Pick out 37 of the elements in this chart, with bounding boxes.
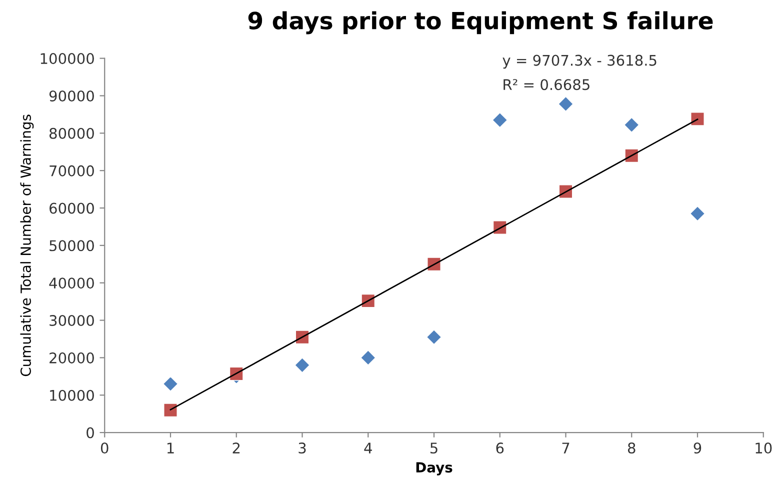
y-tick-label: 90000 <box>49 90 94 102</box>
y-axis-title: Cumulative Total Number of Warnings <box>20 114 34 376</box>
point <box>558 96 574 112</box>
point <box>624 117 640 133</box>
y-tick-label: 20000 <box>50 352 94 364</box>
chart-title: 9 days prior to Equipment S failure <box>248 11 713 34</box>
y-tick-label: 100000 <box>40 53 94 64</box>
point <box>164 403 178 418</box>
x-tick-label: 2 <box>232 442 240 454</box>
x-axis-title: Days <box>416 462 452 476</box>
point <box>690 206 706 222</box>
x-tick-label: 8 <box>628 442 636 454</box>
x-tick-label: 6 <box>496 442 504 454</box>
y-tick-label: 50000 <box>50 240 94 252</box>
x-tick-label: 0 <box>100 442 108 454</box>
point <box>294 358 310 373</box>
y-tick-label: 70000 <box>50 165 94 176</box>
y-tick-label: 40000 <box>49 278 94 289</box>
y-tick-label: 0 <box>86 427 94 438</box>
x-tick-label: 10 <box>756 442 772 454</box>
point <box>426 329 442 345</box>
annotation: y = 9707.3x - 3618.5 <box>502 54 656 69</box>
x-tick-label: 9 <box>694 442 702 454</box>
x-tick-label: 1 <box>167 442 174 454</box>
x-tick-label: 5 <box>430 442 438 454</box>
y-tick-label: 80000 <box>50 128 94 139</box>
x-tick-label: 3 <box>298 442 306 454</box>
y-tick-label: 10000 <box>50 390 94 401</box>
point <box>492 112 508 128</box>
y-tick-label: 60000 <box>50 202 94 214</box>
x-tick-label: 7 <box>562 442 570 454</box>
x-tick-label: 4 <box>364 442 372 454</box>
y-tick-label: 30000 <box>50 314 94 326</box>
point <box>360 350 376 366</box>
annotation: R² = 0.6685 <box>504 79 590 90</box>
point <box>690 112 704 126</box>
point <box>162 376 178 392</box>
